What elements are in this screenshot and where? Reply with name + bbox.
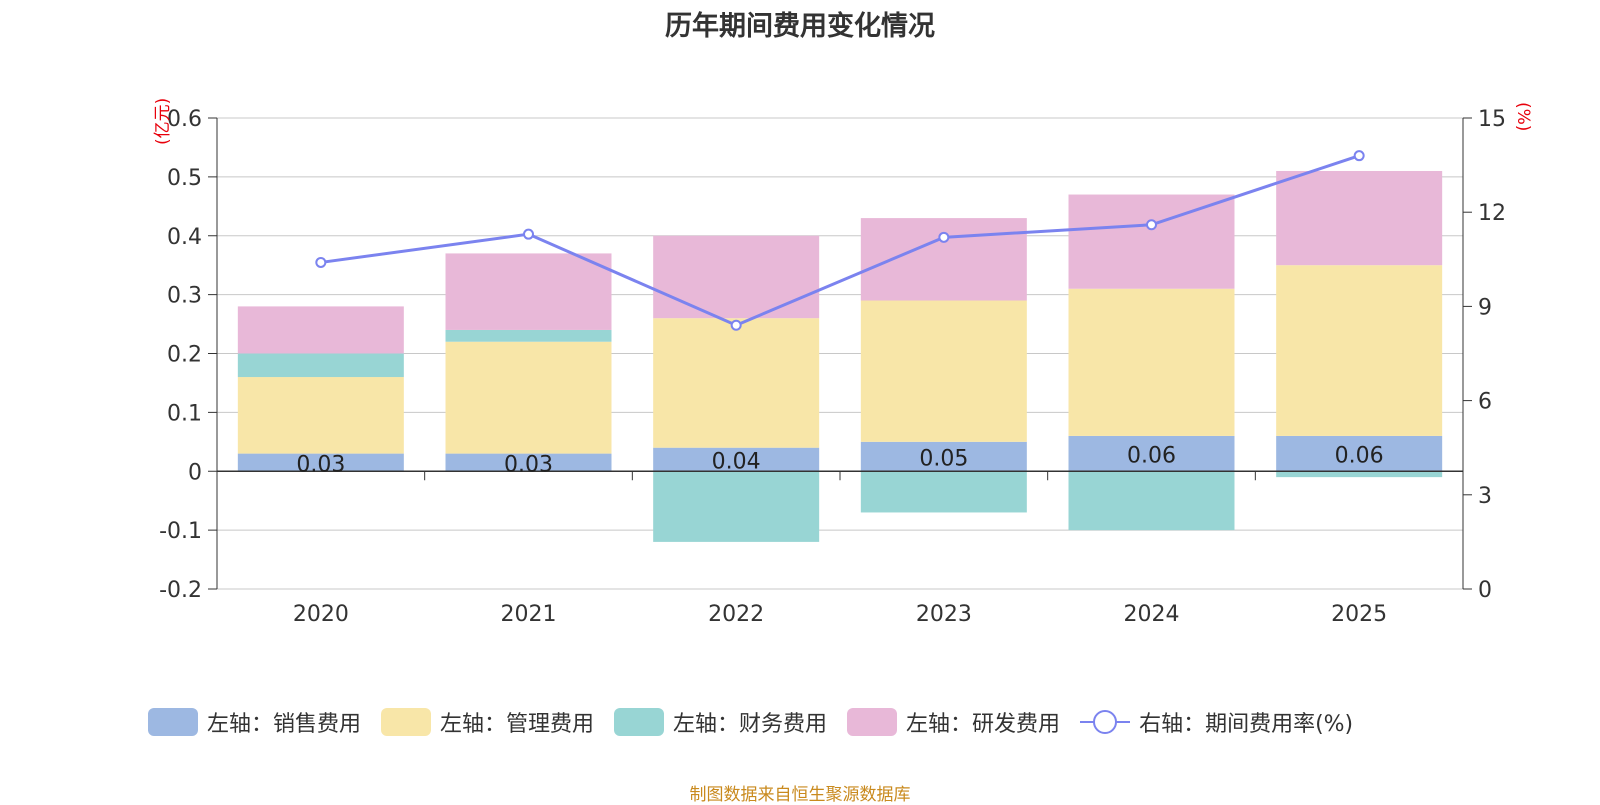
legend-line-marker-icon — [1080, 708, 1131, 736]
data-label-sales: 0.03 — [296, 452, 345, 477]
bar-segment-series-1 — [445, 341, 612, 454]
data-label-sales: 0.06 — [1127, 444, 1176, 469]
expense-rate-point — [938, 231, 950, 243]
left-tick-label: 0.4 — [167, 225, 202, 250]
data-source-footer: 制图数据来自恒生聚源数据库 — [689, 785, 911, 805]
bar-segment-series-3 — [1276, 170, 1443, 266]
legend-label-admin: 左轴：管理费用 — [440, 712, 595, 737]
x-tick-label: 2025 — [1331, 602, 1387, 627]
bar-segment-series-1 — [653, 318, 820, 448]
bar-segment-series-0 — [860, 441, 1027, 472]
bar-segment-series-1 — [860, 300, 1027, 442]
expense-rate-point — [315, 256, 327, 268]
bar-segment-series-2 — [237, 353, 404, 378]
bar-segment-series-3 — [237, 306, 404, 354]
data-label-sales: 0.06 — [1335, 444, 1384, 469]
legend-swatch-finance — [614, 708, 665, 736]
legend: 左轴：销售费用 左轴：管理费用 左轴：财务费用 左轴：研发费用 右轴：期间费用率… — [148, 706, 1373, 738]
expense-rate-point — [1353, 150, 1365, 162]
bar-segment-series-3 — [653, 235, 820, 319]
left-tick-label: -0.2 — [159, 578, 202, 603]
x-tick-label: 2022 — [708, 602, 764, 627]
bar-segment-series-1 — [1276, 265, 1443, 436]
expense-rate-line — [320, 154, 1360, 327]
data-label-sales: 0.03 — [504, 452, 553, 477]
left-tick-label: 0.5 — [167, 166, 202, 191]
legend-swatch-rnd — [847, 708, 898, 736]
bar-segment-series-3 — [860, 218, 1027, 301]
legend-label-rnd: 左轴：研发费用 — [906, 712, 1061, 737]
x-tick-label: 2020 — [293, 602, 349, 627]
legend-label-expense-rate: 右轴：期间费用率(%) — [1139, 712, 1354, 737]
bar-segment-series-2 — [653, 471, 820, 542]
legend-swatch-sales — [148, 708, 198, 736]
right-axis-unit: (%) — [1513, 102, 1533, 132]
left-tick-label: 0.3 — [167, 284, 202, 309]
right-tick-label: 9 — [1478, 295, 1492, 320]
legend-item-rnd[interactable]: 左轴：研发费用 — [847, 706, 1060, 738]
expense-rate-point — [730, 319, 742, 331]
legend-item-expense-rate[interactable]: 右轴：期间费用率(%) — [1080, 706, 1353, 738]
expense-rate-point — [1146, 219, 1157, 231]
right-tick-label: 3 — [1478, 484, 1492, 509]
legend-item-finance[interactable]: 左轴：财务费用 — [614, 706, 827, 738]
bar-segment-series-3 — [1068, 194, 1235, 289]
data-label-sales: 0.04 — [712, 449, 761, 474]
left-tick-label: 0 — [188, 460, 202, 485]
bar-segment-series-2 — [1276, 471, 1443, 478]
bar-segment-series-2 — [1068, 471, 1235, 531]
legend-item-sales[interactable]: 左轴：销售费用 — [148, 706, 361, 738]
bar-segment-series-2 — [445, 329, 612, 342]
left-axis-unit: (亿元) — [153, 97, 173, 145]
right-tick-label: 0 — [1478, 578, 1492, 603]
x-tick-label: 2021 — [501, 602, 557, 627]
left-tick-label: 0.2 — [167, 343, 202, 368]
left-tick-label: -0.1 — [159, 519, 202, 544]
right-tick-label: 12 — [1478, 201, 1506, 226]
expense-rate-point — [523, 228, 534, 240]
left-tick-label: 0.6 — [167, 107, 202, 132]
bar-segment-series-1 — [237, 377, 404, 454]
data-label-sales: 0.05 — [919, 447, 968, 472]
bar-segment-series-0 — [237, 453, 404, 472]
right-tick-label: 15 — [1478, 107, 1506, 132]
bar-segment-series-2 — [860, 471, 1027, 513]
left-tick-label: 0.1 — [167, 401, 202, 426]
bar-segment-series-1 — [1068, 288, 1235, 436]
bar-segment-series-3 — [445, 253, 612, 330]
chart-title: 历年期间费用变化情况 — [665, 11, 935, 42]
legend-label-sales: 左轴：销售费用 — [207, 712, 362, 737]
bar-segment-series-0 — [445, 453, 612, 472]
bar-segment-series-0 — [1276, 435, 1443, 472]
legend-swatch-admin — [381, 708, 432, 736]
bar-segment-series-0 — [1068, 435, 1235, 472]
right-tick-label: 6 — [1478, 390, 1492, 415]
x-tick-label: 2023 — [916, 602, 972, 627]
x-tick-label: 2024 — [1124, 602, 1180, 627]
legend-label-finance: 左轴：财务费用 — [673, 712, 828, 737]
legend-item-admin[interactable]: 左轴：管理费用 — [381, 706, 594, 738]
bar-segment-series-0 — [653, 447, 820, 472]
